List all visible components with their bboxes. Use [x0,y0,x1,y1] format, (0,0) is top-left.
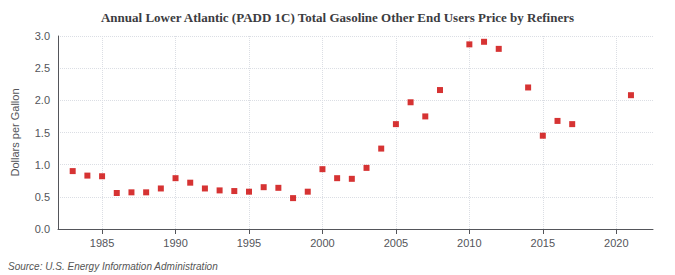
svg-text:3.0: 3.0 [35,30,50,42]
svg-text:2.5: 2.5 [35,62,50,74]
svg-text:2000: 2000 [310,237,334,249]
svg-text:1985: 1985 [90,237,114,249]
svg-text:Dollars per Gallon: Dollars per Gallon [9,88,21,176]
svg-text:1.0: 1.0 [35,159,50,171]
svg-text:1995: 1995 [237,237,261,249]
svg-text:0.5: 0.5 [35,191,50,203]
svg-text:0.0: 0.0 [35,223,50,235]
svg-text:2.0: 2.0 [35,94,50,106]
svg-text:1990: 1990 [163,237,187,249]
svg-text:Source: U.S. Energy Informatio: Source: U.S. Energy Information Administ… [8,261,218,272]
svg-text:1.5: 1.5 [35,127,50,139]
svg-text:2015: 2015 [531,237,555,249]
svg-text:2020: 2020 [604,237,628,249]
svg-text:2005: 2005 [384,237,408,249]
svg-text:Annual Lower Atlantic (PADD 1C: Annual Lower Atlantic (PADD 1C) Total Ga… [101,10,574,25]
svg-text:2010: 2010 [457,237,481,249]
